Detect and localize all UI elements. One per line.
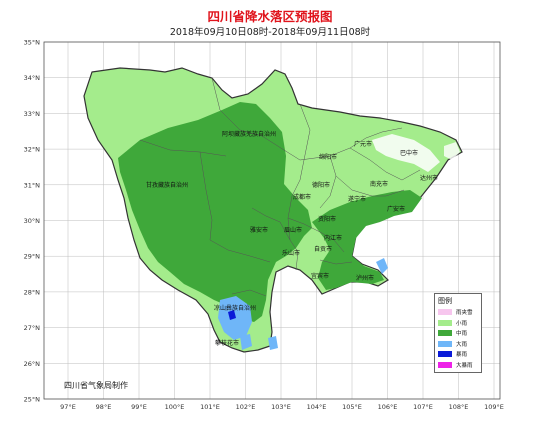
map-subtitle: 2018年09月10日08时-2018年09月11日08时 <box>169 27 371 38</box>
lon-label: 107°E <box>413 403 433 411</box>
place-label-suining: 遂宁市 <box>348 195 366 203</box>
lat-label: 28°N <box>24 288 41 296</box>
legend-swatch <box>438 309 452 316</box>
heavy-rain-patch-south-2 <box>240 334 252 350</box>
legend-item-heavy-rain: 大雨 <box>435 339 481 350</box>
heavy-rain-patch-mid <box>268 336 278 350</box>
place-label-meishan: 眉山市 <box>284 226 302 234</box>
place-label-dazhou: 达州市 <box>420 174 438 182</box>
legend-label: 大雨 <box>456 341 468 348</box>
legend-label: 雨夹雪 <box>456 310 473 317</box>
no-rain-patch-northeast <box>372 134 440 172</box>
lon-label: 103°E <box>271 403 291 411</box>
legend: 图例 雨夹雪 小雨 中雨 大雨 暴雨 大暴雨 <box>434 293 482 373</box>
place-label-panzhihua: 攀枝花市 <box>215 339 239 347</box>
legend-swatch <box>438 319 452 326</box>
longitude-labels: 97°E 98°E 99°E 100°E 101°E 102°E 103°E 1… <box>60 403 504 411</box>
legend-item-moderate-rain: 中雨 <box>435 328 481 339</box>
place-label-leshan: 乐山市 <box>282 249 300 257</box>
place-label-nanchong: 南充市 <box>370 180 388 188</box>
no-rain-patch-east <box>444 142 460 160</box>
legend-item-heavy-rainstorm: 大暴雨 <box>435 360 481 371</box>
place-label-bazhong: 巴中市 <box>400 149 418 157</box>
prefecture-boundaries <box>139 77 421 297</box>
lat-label: 26°N <box>24 360 41 368</box>
legend-label: 大暴雨 <box>456 362 473 369</box>
place-label-zigong: 自贡市 <box>314 245 332 253</box>
legend-item-rainstorm: 暴雨 <box>435 349 481 360</box>
legend-swatch <box>438 340 452 347</box>
legend-label: 暴雨 <box>456 352 468 359</box>
lon-label: 100°E <box>165 403 185 411</box>
credit-text: 四川省气象局制作 <box>64 381 128 390</box>
lon-label: 98°E <box>96 403 112 411</box>
legend-swatch <box>438 351 452 358</box>
lat-label: 33°N <box>24 110 41 118</box>
lon-label: 105°E <box>342 403 362 411</box>
place-label-ziyang: 资阳市 <box>318 215 336 223</box>
lat-label: 29°N <box>24 253 41 261</box>
lat-label: 27°N <box>24 324 41 332</box>
place-label-guangyuan: 广元市 <box>354 140 372 148</box>
legend-swatch <box>438 361 452 368</box>
lon-label: 99°E <box>131 403 147 411</box>
latitude-labels: 35°N 34°N 33°N 32°N 31°N 30°N 29°N 28°N … <box>24 39 41 404</box>
place-label-luzhou: 泸州市 <box>356 274 374 282</box>
moderate-rain-region-west <box>118 102 312 322</box>
lat-label: 34°N <box>24 74 41 82</box>
heavy-rain-patch-east <box>376 258 388 274</box>
lat-label: 25°N <box>24 396 41 404</box>
place-label-chengdu: 成都市 <box>293 193 311 201</box>
lon-label: 108°E <box>449 403 469 411</box>
legend-label: 小雨 <box>456 320 468 327</box>
legend-title: 图例 <box>438 297 452 305</box>
legend-swatch <box>438 330 452 337</box>
lon-label: 106°E <box>378 403 398 411</box>
place-label-guangan: 广安市 <box>387 205 405 213</box>
map-frame <box>43 41 501 400</box>
lon-label: 109°E <box>484 403 504 411</box>
lat-label: 35°N <box>24 39 41 47</box>
lon-label: 97°E <box>60 403 76 411</box>
legend-label: 中雨 <box>456 331 468 338</box>
legend-item-light-rain: 小雨 <box>435 318 481 329</box>
place-label-mianyang: 绵阳市 <box>319 153 337 161</box>
torrential-rain-spot <box>228 310 236 320</box>
place-label-neijiang: 内江市 <box>324 234 342 242</box>
lat-label: 30°N <box>24 217 41 225</box>
legend-item-sleet: 雨夹雪 <box>435 307 481 318</box>
place-label-aba: 阿坝藏族羌族自治州 <box>222 130 276 138</box>
moderate-rain-region-east <box>312 190 422 290</box>
place-labels: 阿坝藏族羌族自治州 甘孜藏族自治州 广元市 巴中市 绵阳市 达州市 南充市 德阳… <box>146 130 438 347</box>
place-label-yaan: 雅安市 <box>250 226 268 234</box>
lon-label: 102°E <box>236 403 256 411</box>
place-label-yibin: 宜宾市 <box>311 272 329 280</box>
place-label-liangshan: 凉山彝族自治州 <box>214 304 256 312</box>
place-label-ganzi: 甘孜藏族自治州 <box>146 181 188 189</box>
lon-label: 101°E <box>200 403 220 411</box>
map-title: 四川省降水落区预报图 <box>207 9 333 24</box>
lon-label: 104°E <box>307 403 327 411</box>
lat-label: 32°N <box>24 146 41 154</box>
place-label-deyang: 德阳市 <box>312 181 330 189</box>
lat-label: 31°N <box>24 181 41 189</box>
